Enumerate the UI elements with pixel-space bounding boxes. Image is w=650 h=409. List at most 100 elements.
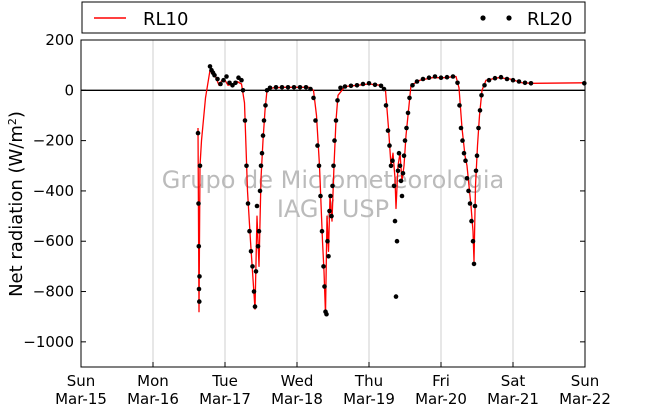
data-point	[400, 171, 406, 176]
data-point	[333, 118, 339, 123]
data-point	[366, 81, 372, 86]
data-point	[197, 299, 202, 304]
data-point	[330, 183, 335, 189]
y-tick-label: −600	[33, 232, 74, 250]
data-point	[464, 176, 470, 181]
plot-border	[80, 39, 586, 368]
data-point	[342, 84, 348, 89]
data-point	[297, 85, 303, 90]
data-point	[267, 85, 273, 91]
data-point	[461, 150, 467, 156]
data-point	[455, 80, 460, 86]
series-line-rl10	[197, 69, 584, 315]
x-tick-date: Mar-17	[199, 390, 251, 408]
data-point	[273, 85, 279, 90]
data-point	[444, 74, 450, 80]
data-point	[486, 77, 492, 83]
data-point	[414, 79, 420, 84]
data-point	[308, 86, 313, 92]
data-point	[218, 81, 223, 87]
data-point	[197, 163, 203, 169]
data-point	[385, 128, 391, 133]
data-point	[196, 244, 202, 249]
data-point	[255, 244, 261, 249]
data-point	[233, 80, 238, 86]
legend-marker	[506, 15, 512, 21]
x-tick-date: Mar-22	[559, 390, 611, 408]
data-point	[510, 77, 516, 83]
data-point	[253, 269, 259, 274]
data-point	[390, 158, 395, 163]
data-point	[381, 86, 387, 92]
data-point	[261, 118, 267, 123]
data-point	[420, 76, 426, 82]
data-point	[251, 289, 257, 294]
data-point	[392, 218, 398, 224]
x-tick-day: Mon	[137, 372, 169, 390]
data-point	[354, 83, 360, 88]
y-axis: 200 0 −200 −400 −600 −800 −1000	[23, 31, 585, 351]
data-point	[479, 93, 484, 98]
x-tick-day: Tue	[211, 372, 238, 390]
data-point	[322, 284, 327, 289]
x-axis: SunMar-15MonMar-16TueMar-17WedMar-18ThuM…	[55, 362, 611, 408]
y-tick-label: −800	[33, 283, 74, 301]
data-point	[329, 213, 334, 219]
data-point	[212, 72, 217, 78]
data-point	[332, 138, 337, 143]
y-tick-label: −1000	[23, 333, 74, 351]
data-point	[360, 81, 366, 87]
data-point	[395, 168, 401, 174]
data-point	[258, 163, 264, 169]
data-point	[321, 264, 326, 269]
data-point	[313, 118, 318, 123]
data-point	[326, 253, 331, 259]
data-point	[242, 118, 248, 123]
series-layer	[195, 64, 587, 317]
data-point	[404, 125, 409, 131]
data-point	[315, 143, 320, 148]
data-point	[582, 81, 587, 86]
data-point	[458, 125, 464, 131]
data-point	[450, 74, 456, 79]
data-point	[467, 201, 473, 206]
data-point	[328, 193, 333, 199]
data-point	[254, 203, 260, 209]
x-tick-date: Mar-20	[415, 390, 467, 408]
data-point	[477, 108, 483, 113]
data-point	[457, 103, 462, 108]
data-point	[401, 153, 407, 158]
data-point	[256, 228, 262, 234]
data-point	[303, 85, 309, 90]
data-point	[393, 294, 399, 299]
data-point	[476, 125, 481, 131]
data-point	[516, 79, 522, 84]
legend: RL10 RL20	[81, 1, 586, 34]
data-point	[407, 95, 412, 101]
data-point	[197, 274, 202, 279]
data-point	[348, 83, 354, 89]
data-point	[482, 83, 487, 88]
x-tick-date: Mar-21	[487, 390, 539, 408]
data-point	[492, 75, 498, 81]
data-point	[285, 85, 291, 90]
data-point	[426, 75, 432, 80]
y-axis-title: Net radiation (W/m2)	[6, 111, 28, 297]
data-point	[248, 249, 254, 254]
data-point	[474, 153, 480, 158]
data-point	[387, 143, 392, 148]
data-point	[291, 85, 297, 90]
y-tick-label: 0	[64, 81, 74, 99]
data-point	[196, 286, 202, 292]
data-point	[463, 158, 468, 163]
data-point	[257, 188, 263, 194]
data-point	[472, 203, 478, 209]
data-point	[316, 163, 322, 169]
data-point	[473, 168, 479, 174]
data-point	[471, 261, 477, 267]
data-point	[195, 130, 201, 136]
data-point	[215, 76, 220, 82]
x-tick-date: Mar-16	[127, 390, 179, 408]
plot-frame	[80, 39, 586, 368]
data-point	[335, 98, 340, 103]
